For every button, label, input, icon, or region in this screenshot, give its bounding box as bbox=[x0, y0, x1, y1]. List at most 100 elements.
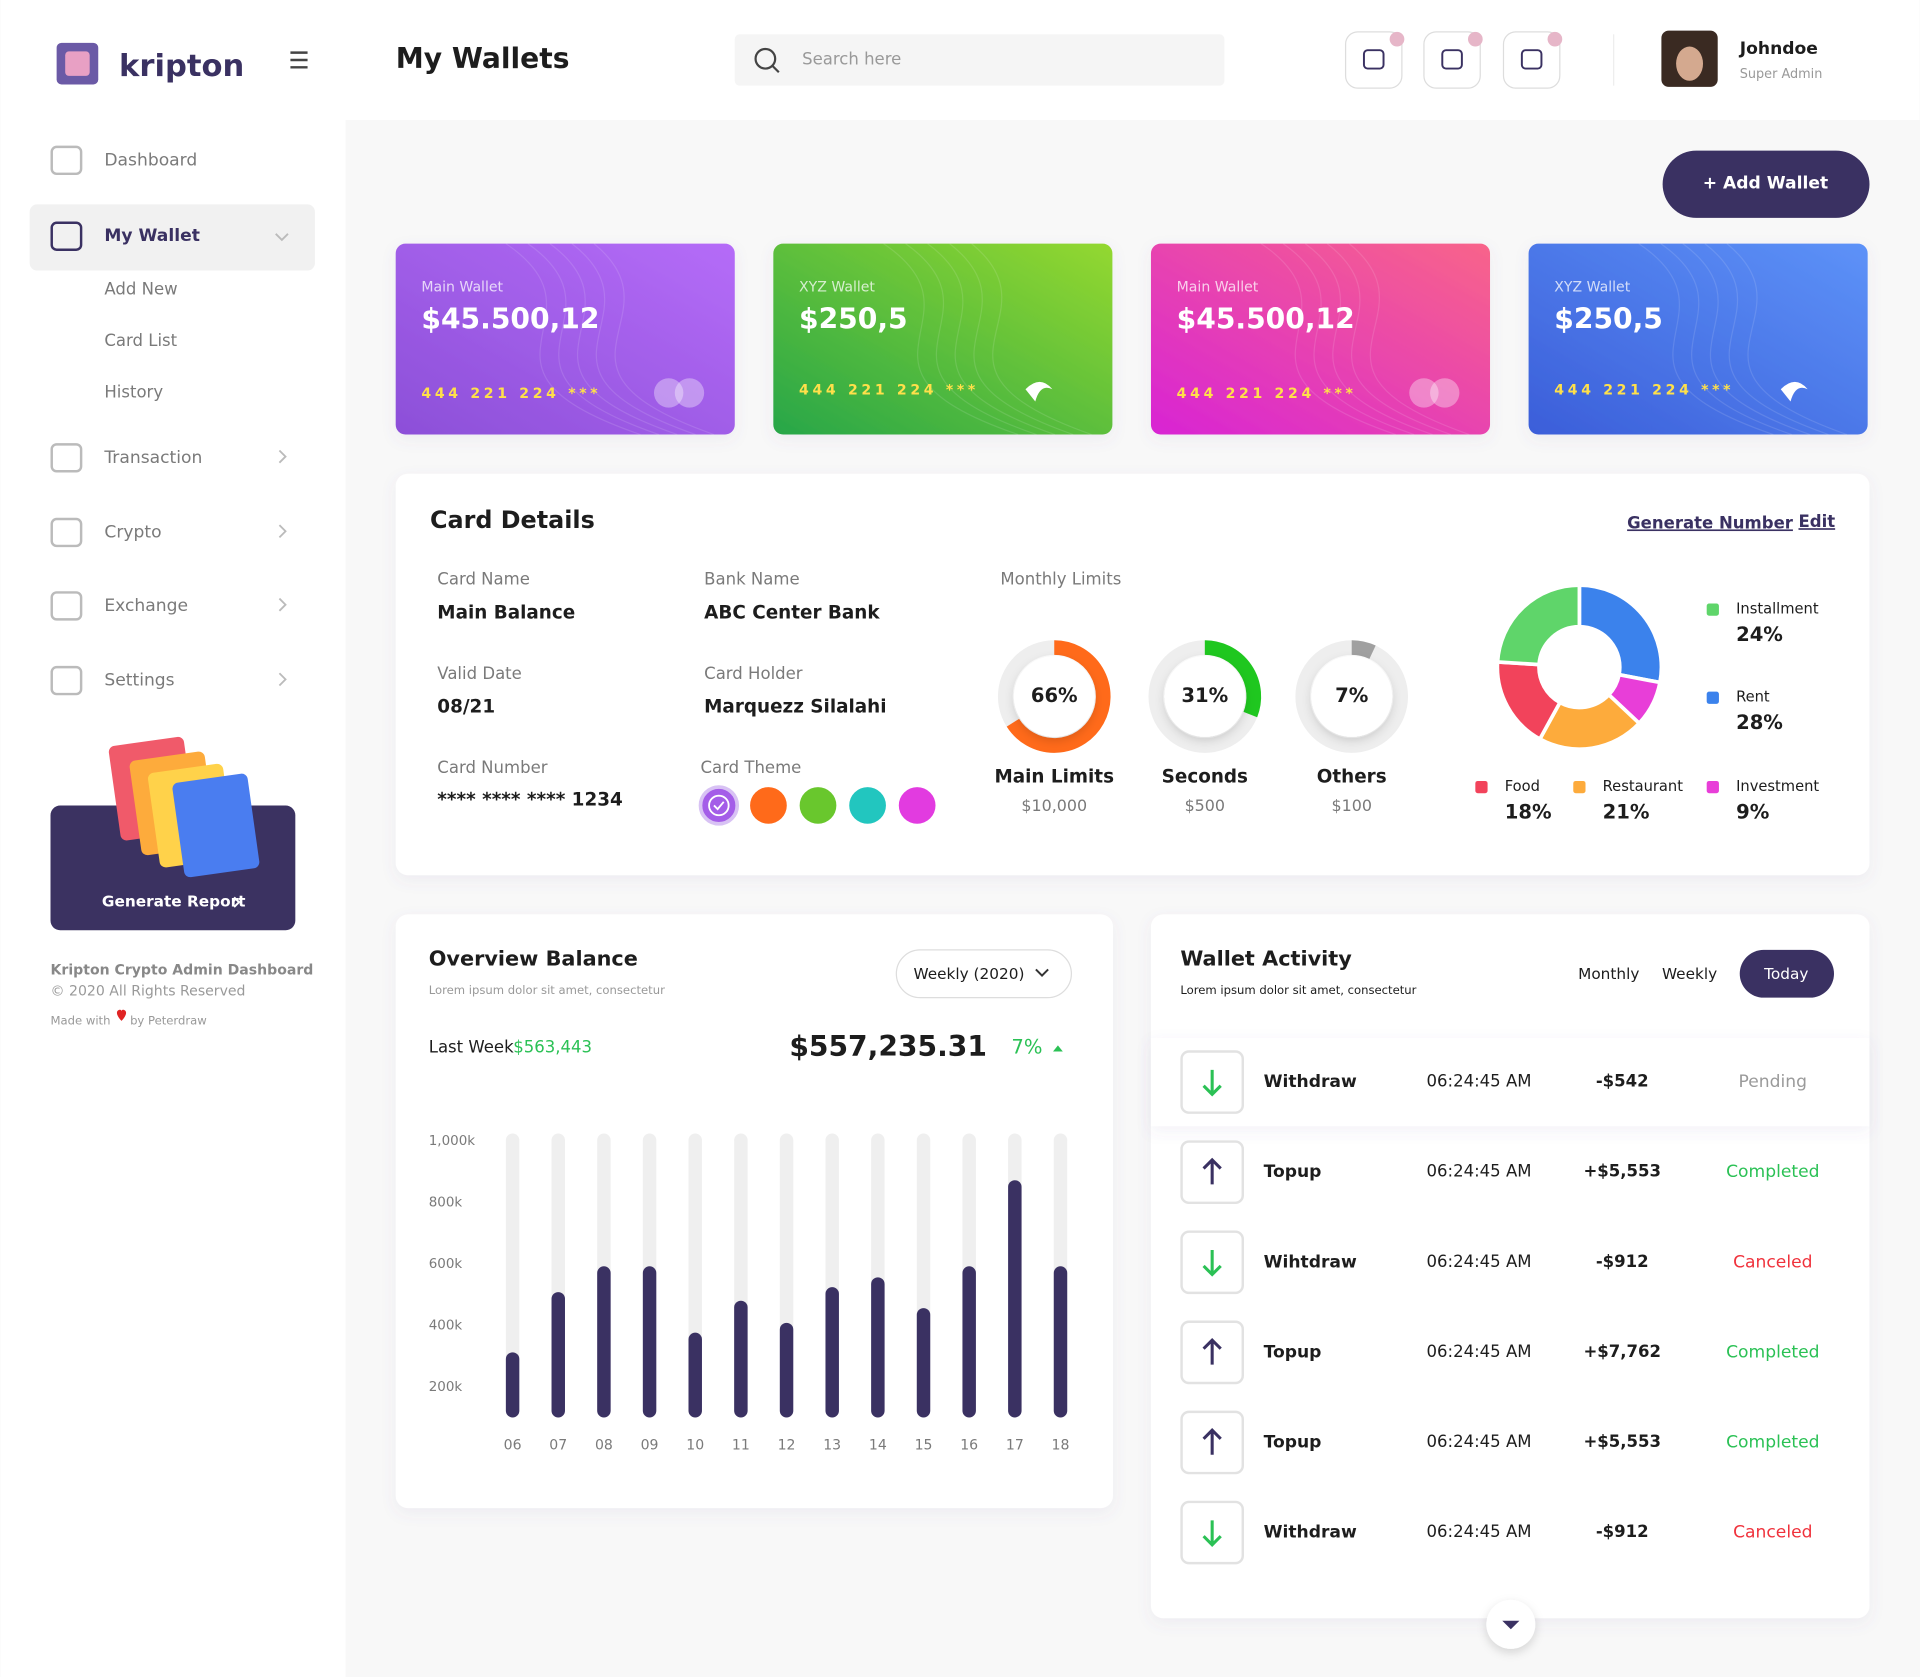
menu-item[interactable]: My Wallet bbox=[104, 226, 200, 246]
legend-label: Rent bbox=[1736, 689, 1770, 706]
menu-item[interactable]: Transaction bbox=[103, 448, 202, 468]
card-logo bbox=[1025, 381, 1053, 402]
theme-swatch[interactable] bbox=[698, 785, 740, 826]
header-icon-button[interactable] bbox=[1423, 31, 1481, 89]
card-wave bbox=[1704, 243, 1829, 436]
bar bbox=[825, 1287, 839, 1418]
generate-number-link[interactable]: Generate Number bbox=[1627, 513, 1794, 532]
bar bbox=[551, 1292, 565, 1418]
x-tick-label: 10 bbox=[686, 1438, 704, 1454]
field-value: 08/21 bbox=[437, 697, 495, 718]
last-week-label: Last Week bbox=[429, 1037, 514, 1056]
search-box[interactable] bbox=[734, 34, 1225, 86]
x-tick-label: 11 bbox=[732, 1438, 750, 1454]
card-wave bbox=[971, 243, 1092, 436]
card-wave bbox=[1682, 243, 1811, 436]
wallet-card[interactable] bbox=[1150, 243, 1491, 435]
page-title: My Wallets bbox=[396, 42, 570, 75]
header-icon-button[interactable] bbox=[1344, 31, 1403, 89]
x-tick-label: 17 bbox=[1006, 1438, 1024, 1454]
card-details-title: Card Details bbox=[430, 506, 595, 534]
header-icon-button[interactable] bbox=[1502, 31, 1561, 89]
report-button[interactable]: Generate Report bbox=[102, 893, 246, 911]
notification-dot bbox=[1389, 31, 1405, 47]
submenu-item[interactable]: Add New bbox=[104, 280, 177, 299]
search-icon bbox=[771, 65, 780, 74]
footer-title: Kripton Crypto Admin Dashboard bbox=[51, 963, 314, 979]
submenu-item[interactable]: History bbox=[104, 382, 163, 401]
card-wave bbox=[1638, 243, 1774, 436]
bar-track bbox=[505, 1133, 520, 1418]
wallet-name: XYZ Wallet bbox=[1554, 280, 1630, 296]
gauge-label: Main Limits bbox=[994, 766, 1114, 787]
activity-amount: +$5,553 bbox=[1583, 1162, 1661, 1181]
select-chevron bbox=[1035, 968, 1049, 977]
wallet-card[interactable] bbox=[773, 243, 1113, 435]
card-details-panel bbox=[395, 473, 1870, 876]
period-select-label[interactable]: Weekly (2020) bbox=[913, 965, 1024, 983]
wallet-balance: $45.500,12 bbox=[1177, 303, 1355, 336]
menu-chevron bbox=[275, 233, 289, 242]
theme-swatch[interactable] bbox=[799, 787, 837, 824]
wallet-card[interactable] bbox=[395, 243, 735, 435]
menu-item[interactable]: Exchange bbox=[104, 596, 188, 616]
activity-tab[interactable]: Monthly bbox=[1578, 965, 1639, 983]
x-tick-label: 07 bbox=[549, 1438, 567, 1454]
tab-active-bg[interactable] bbox=[1739, 949, 1834, 998]
x-tick-label: 13 bbox=[823, 1438, 841, 1454]
last-week-value: $563,443 bbox=[513, 1037, 592, 1056]
menu-chevron bbox=[278, 597, 287, 612]
add-wallet-button[interactable] bbox=[1662, 150, 1870, 218]
theme-swatch[interactable] bbox=[750, 787, 787, 824]
y-tick-label: 600k bbox=[429, 1257, 463, 1272]
bar bbox=[871, 1277, 885, 1418]
chart-title: Monthly Limits bbox=[1000, 570, 1121, 589]
theme-swatch[interactable] bbox=[898, 787, 936, 824]
header-icon bbox=[1362, 49, 1385, 70]
x-tick-label: 09 bbox=[641, 1438, 659, 1454]
activity-amount: +$5,553 bbox=[1583, 1432, 1661, 1451]
activity-type: Withdraw bbox=[1264, 1072, 1357, 1092]
card-wave bbox=[1660, 243, 1792, 436]
add-wallet-label[interactable]: + Add Wallet bbox=[1703, 174, 1828, 194]
y-tick-label: 1,000k bbox=[429, 1134, 476, 1149]
theme-check bbox=[708, 794, 730, 817]
pie-slice bbox=[1577, 583, 1664, 685]
card-wave bbox=[571, 243, 696, 436]
field-value: **** **** **** 1234 bbox=[437, 790, 622, 811]
menu-item[interactable]: Crypto bbox=[104, 522, 161, 542]
menu-item[interactable]: Settings bbox=[104, 671, 174, 691]
wallet-card[interactable] bbox=[1528, 243, 1868, 435]
activity-amount: -$912 bbox=[1596, 1252, 1649, 1271]
menu-item[interactable]: Dashboard bbox=[104, 150, 197, 170]
edit-link[interactable]: Edit bbox=[1799, 512, 1836, 531]
search-icon bbox=[754, 47, 777, 70]
x-tick-label: 15 bbox=[915, 1438, 933, 1454]
activity-time: 06:24:45 AM bbox=[1427, 1432, 1532, 1451]
menu-icon bbox=[50, 591, 83, 621]
bar bbox=[1008, 1180, 1022, 1418]
legend-label: Restaurant bbox=[1603, 778, 1684, 795]
period-select[interactable] bbox=[895, 949, 1073, 999]
submenu-item[interactable]: Card List bbox=[104, 331, 177, 350]
notification-dot bbox=[1467, 31, 1483, 47]
heart bbox=[116, 1009, 127, 1021]
activity-tab[interactable]: Today bbox=[1763, 965, 1808, 983]
theme-swatch[interactable] bbox=[849, 787, 886, 824]
activity-type: Wihtdraw bbox=[1264, 1252, 1357, 1272]
wallet-number: 444 221 224 *** bbox=[1554, 382, 1734, 398]
gauge-amount: $500 bbox=[1185, 796, 1225, 815]
field-label: Card Number bbox=[437, 758, 547, 777]
wallet-balance: $250,5 bbox=[1554, 303, 1663, 336]
legend-dot bbox=[1475, 780, 1488, 794]
activity-tab[interactable]: Weekly bbox=[1662, 965, 1717, 983]
y-tick-label: 400k bbox=[429, 1318, 463, 1333]
x-tick-label: 08 bbox=[595, 1438, 613, 1454]
gauge-arc bbox=[1006, 640, 1111, 753]
footer-rights: © 2020 All Rights Reserved bbox=[51, 984, 246, 1000]
avatar-face bbox=[1676, 46, 1704, 81]
x-tick-label: 14 bbox=[869, 1438, 887, 1454]
overview-change: 7% bbox=[1011, 1035, 1042, 1058]
